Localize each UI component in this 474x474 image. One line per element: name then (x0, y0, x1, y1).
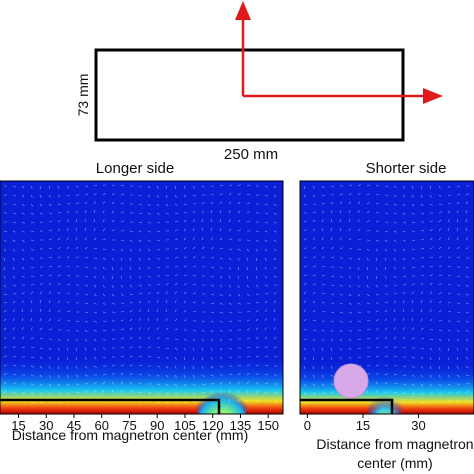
y-arrow-head (235, 1, 251, 20)
left-x-tick-label: 105 (174, 418, 196, 433)
left-magnet-outline (0, 398, 221, 414)
left-x-tick-label: 75 (122, 418, 136, 433)
right-vector-field (303, 184, 470, 404)
height-label: 73 mm (75, 74, 91, 117)
left-x-tick-label: 45 (67, 418, 81, 433)
right-x-axis-label-line2: center (mm) (357, 455, 432, 471)
right-magnet-outline (300, 398, 394, 414)
right-panel-title: Shorter side (366, 160, 447, 177)
left-x-axis-label: Distance from magnetron center (mm) (12, 427, 249, 443)
right-heatmap (300, 181, 474, 414)
left-x-tick-label: 150 (257, 418, 279, 433)
left-x-tick-label: 30 (39, 418, 53, 433)
left-x-tick-label: 135 (230, 418, 252, 433)
left-x-tick-label: 60 (94, 418, 108, 433)
left-x-tick-label: 15 (11, 418, 25, 433)
right-x-tick-label: 15 (356, 418, 370, 433)
left-panel-title: Longer side (96, 160, 174, 177)
left-x-ticks: 15 30 45 60 75 90 105 120 135 150 (11, 414, 279, 433)
x-arrow-head (423, 88, 443, 104)
left-field-hotspot (196, 376, 248, 414)
left-vector-field (3, 184, 278, 404)
probe-circle (333, 363, 369, 399)
coordinate-arrows (235, 1, 443, 104)
right-x-ticks: 0 15 30 (304, 414, 426, 433)
width-label: 250 mm (224, 146, 278, 163)
right-x-tick-label: 30 (411, 418, 425, 433)
left-axes-frame (0, 180, 284, 415)
right-x-tick-label: 0 (304, 418, 311, 433)
left-x-tick-label: 90 (150, 418, 164, 433)
left-heatmap (0, 181, 283, 414)
right-axes-frame (299, 180, 474, 415)
right-field-hotspot (367, 384, 403, 414)
left-x-tick-label: 120 (202, 418, 224, 433)
right-x-axis-label-line1: Distance from magnetron (316, 436, 473, 452)
